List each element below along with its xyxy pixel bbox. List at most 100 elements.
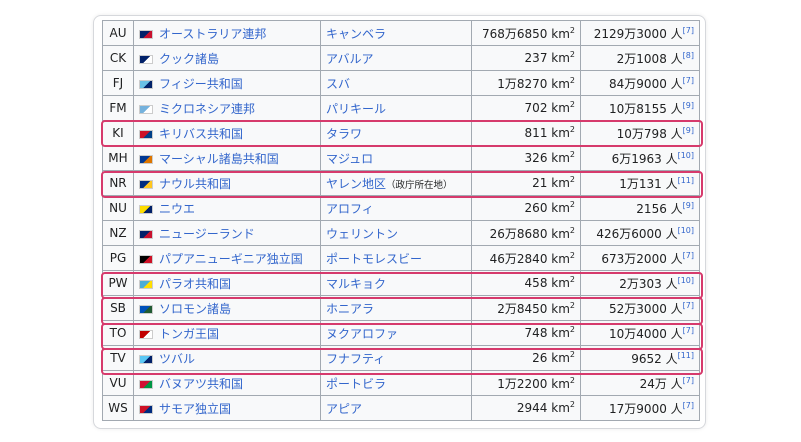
area-cell: 458 km2 [471,270,581,296]
reference-link[interactable]: [7] [682,75,694,85]
country-link[interactable]: フィジー共和国 [159,76,243,91]
capital-link[interactable]: ホニアラ [326,301,375,316]
country-code: FJ [102,70,134,96]
reference-link[interactable]: [9] [682,200,694,210]
population-value: 10万8155 人 [609,101,683,116]
reference-link[interactable]: [7] [682,250,694,260]
country-code: AU [102,20,134,46]
area-unit-sup: 2 [569,300,575,310]
capital-cell: キャンベラ [320,20,472,46]
population-cell: 1万131 人[11] [580,170,700,196]
reference-link[interactable]: [11] [677,175,694,185]
reference-link[interactable]: [7] [682,300,694,310]
area-value: 2万8450 km [497,301,570,316]
area-unit-sup: 2 [569,225,575,235]
country-link[interactable]: ニュージーランド [159,226,255,241]
country-link[interactable]: バヌアツ共和国 [159,376,244,391]
country-link[interactable]: ナウル共和国 [159,176,232,191]
area-unit-sup: 2 [569,400,575,409]
area-value: 458 km [524,276,570,290]
reference-link[interactable]: [7] [682,325,694,335]
reference-link[interactable]: [7] [682,375,694,385]
reference-link[interactable]: [9] [682,125,694,135]
country-link[interactable]: マーシャル諸島共和国 [159,151,279,166]
capital-cell: ヌクアロファ [320,320,472,346]
population-value: 10万4000 人 [609,326,683,341]
reference-link[interactable]: [8] [682,50,694,60]
flag-icon [139,154,153,164]
area-unit-sup: 2 [569,150,575,159]
country-name-cell: マーシャル諸島共和国 [133,145,321,171]
reference-link[interactable]: [7] [682,25,694,35]
reference-link[interactable]: [10] [677,275,694,285]
country-link[interactable]: ミクロネシア連邦 [159,101,256,116]
country-name-cell: ツバル [133,345,321,371]
reference-link[interactable]: [7] [682,400,694,410]
area-value: 237 km [524,51,570,65]
capital-cell: マジュロ [320,145,472,171]
area-value: 1万8270 km [497,76,570,91]
capital-link[interactable]: スバ [326,76,351,91]
population-cell: 426万6000 人[10] [580,220,700,246]
area-unit-sup: 2 [569,350,575,359]
table-row: FM ミクロネシア連邦 パリキール 702 km2 10万8155 人[9] [102,95,700,121]
capital-link[interactable]: ヌクアロファ [326,326,399,341]
capital-link[interactable]: マルキョク [326,276,387,291]
country-name-cell: パラオ共和国 [133,270,321,296]
population-cell: 24万 人[7] [580,370,700,396]
flag-icon [139,204,153,214]
country-link[interactable]: オーストラリア連邦 [159,26,267,41]
population-cell: 2129万3000 人[7] [580,20,700,46]
capital-link[interactable]: フナフティ [326,351,386,366]
reference-link[interactable]: [9] [682,100,694,110]
country-link[interactable]: キリバス共和国 [159,126,244,141]
reference-link[interactable]: [10] [677,225,694,235]
country-link[interactable]: パプアニューギニア独立国 [159,251,303,266]
capital-link[interactable]: タラワ [326,126,363,141]
capital-cell: ホニアラ [320,295,472,321]
population-value: 6万1963 人 [611,151,678,166]
country-name-cell: トンガ王国 [133,320,321,346]
reference-link[interactable]: [10] [677,150,694,160]
country-link[interactable]: クック諸島 [159,51,220,66]
capital-link[interactable]: マジュロ [326,151,374,166]
capital-link[interactable]: キャンベラ [326,26,387,41]
population-cell: 10万8155 人[9] [580,95,700,121]
country-link[interactable]: ニウエ [159,201,196,216]
area-value: 702 km [524,101,570,115]
capital-link[interactable]: ポートモレスビー [326,251,423,266]
area-unit-sup: 2 [569,50,575,59]
capital-link[interactable]: アロフィ [326,201,374,216]
capital-link[interactable]: パリキール [326,101,387,116]
area-value: 26 km [532,351,570,365]
capital-link[interactable]: ヤレン地区 [326,176,387,191]
country-link[interactable]: サモア独立国 [159,401,232,416]
country-link[interactable]: ソロモン諸島 [159,301,232,316]
country-link[interactable]: トンガ王国 [159,326,220,341]
capital-link[interactable]: アバルア [326,51,374,66]
table-row: MH マーシャル諸島共和国 マジュロ 326 km2 6万1963 人[10] [102,145,700,171]
area-unit-sup: 2 [569,325,575,334]
area-value: 748 km [524,326,570,340]
flag-icon [139,229,153,239]
country-link[interactable]: パラオ共和国 [159,276,232,291]
reference-link[interactable]: [11] [677,350,694,360]
area-cell: 1万8270 km2 [471,70,581,96]
table-row: PG パプアニューギニア独立国 ポートモレスビー 46万2840 km2 673万200… [102,245,700,271]
table-row: FJ フィジー共和国 スバ 1万8270 km2 84万9000 人[7] [102,70,700,96]
area-cell: 2万8450 km2 [471,295,581,321]
table-row: NR ナウル共和国 ヤレン地区（政庁所在地） 21 km2 1万131 人[11] [102,170,700,196]
flag-icon [139,104,153,114]
area-cell: 326 km2 [471,145,581,171]
capital-link[interactable]: アピア [326,401,363,416]
population-cell: 6万1963 人[10] [580,145,700,171]
population-cell: 52万3000 人[7] [580,295,700,321]
population-value: 673万2000 人 [601,251,683,266]
population-value: 84万9000 人 [609,76,683,91]
population-value: 426万6000 人 [596,226,678,241]
capital-link[interactable]: ポートビラ [326,376,387,391]
capital-cell: ウェリントン [320,220,472,246]
table-row: TV ツバル フナフティ 26 km2 9652 人[11] [102,345,700,371]
capital-link[interactable]: ウェリントン [326,226,399,241]
country-link[interactable]: ツバル [159,351,196,366]
